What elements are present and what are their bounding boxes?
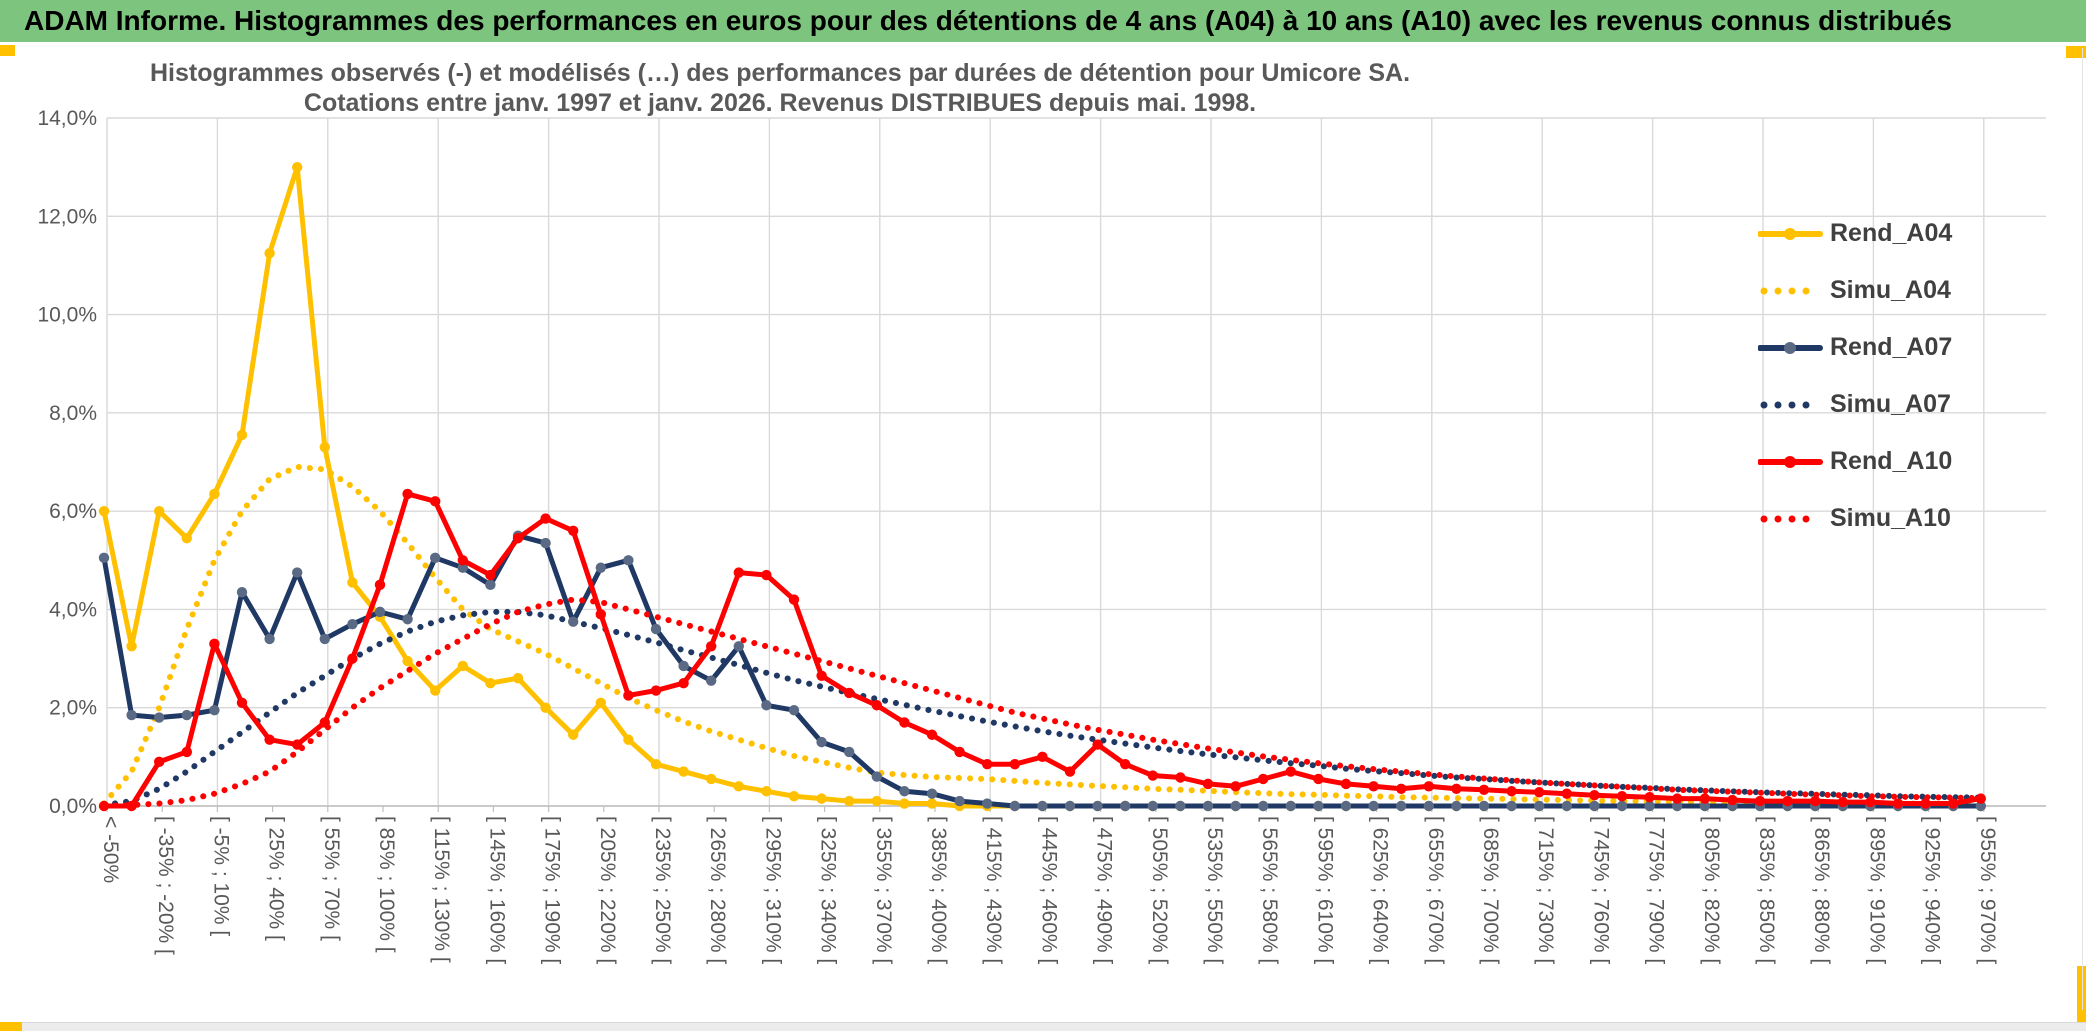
legend-item-rend-a04[interactable]: Rend_A04 — [1758, 205, 2058, 262]
legend-label: Rend_A10 — [1830, 447, 1953, 475]
legend-item-simu-a04[interactable]: Simu_A04 — [1758, 262, 2058, 319]
accent-bottom-right — [2077, 966, 2086, 1022]
svg-text:[ 535% ; 550% [: [ 535% ; 550% [ — [1203, 816, 1226, 964]
legend-swatch-solid — [1758, 227, 1823, 240]
chart-title: Histogrammes observés (-) et modélisés (… — [0, 58, 1560, 118]
svg-text:[ 505% ; 520% [: [ 505% ; 520% [ — [1148, 816, 1171, 964]
svg-text:10,0%: 10,0% — [37, 304, 97, 327]
svg-text:[ 175% ; 190% [: [ 175% ; 190% [ — [541, 816, 564, 964]
chart-title-line1: Histogrammes observés (-) et modélisés (… — [149, 59, 1411, 87]
chart-right-border — [2082, 48, 2083, 1010]
svg-text:6,0%: 6,0% — [49, 500, 97, 523]
svg-text:[ 265% ; 280% [: [ 265% ; 280% [ — [706, 816, 729, 964]
svg-text:2,0%: 2,0% — [49, 697, 97, 720]
svg-text:12,0%: 12,0% — [37, 205, 97, 228]
svg-text:[ 685% ; 700% [: [ 685% ; 700% [ — [1479, 816, 1502, 964]
svg-text:< -50%: < -50% — [99, 816, 122, 883]
svg-text:[ 475% ; 490% [: [ 475% ; 490% [ — [1093, 816, 1116, 964]
svg-text:[ -5% ; 10% [: [ -5% ; 10% [ — [209, 816, 232, 936]
svg-text:[ 385% ; 400% [: [ 385% ; 400% [ — [927, 816, 950, 964]
svg-text:[ 775% ; 790% [: [ 775% ; 790% [ — [1645, 816, 1668, 964]
svg-text:14,0%: 14,0% — [37, 107, 97, 130]
legend-swatch-dotted — [1760, 287, 1810, 294]
svg-text:[ 895% ; 910% [: [ 895% ; 910% [ — [1865, 816, 1888, 964]
legend-swatch-solid — [1758, 341, 1823, 354]
svg-text:[ 925% ; 940% [: [ 925% ; 940% [ — [1921, 816, 1944, 964]
accent-top-right — [2066, 46, 2086, 58]
legend-label: Rend_A04 — [1830, 219, 1953, 247]
svg-text:8,0%: 8,0% — [49, 402, 97, 425]
svg-text:[ 295% ; 310% [: [ 295% ; 310% [ — [761, 816, 784, 964]
app-title-bar: ADAM Informe. Histogrammes des performan… — [0, 0, 2086, 42]
svg-text:[ 355% ; 370% [: [ 355% ; 370% [ — [872, 816, 895, 964]
legend-label: Simu_A04 — [1830, 276, 1951, 304]
chart-title-line2: Cotations entre janv. 1997 et janv. 2026… — [303, 89, 1257, 117]
svg-text:[ 955% ; 970% [: [ 955% ; 970% [ — [1976, 816, 1999, 964]
legend-item-simu-a07[interactable]: Simu_A07 — [1758, 376, 2058, 433]
scrollbar-accent[interactable] — [0, 1022, 22, 1031]
page-title: ADAM Informe. Histogrammes des performan… — [24, 5, 1952, 36]
legend-swatch-dotted — [1760, 515, 1810, 522]
legend-item-simu-a10[interactable]: Simu_A10 — [1758, 490, 2058, 547]
svg-text:[ 655% ; 670% [: [ 655% ; 670% [ — [1424, 816, 1447, 964]
svg-text:[ 565% ; 580% [: [ 565% ; 580% [ — [1258, 816, 1281, 964]
svg-text:[ 715% ; 730% [: [ 715% ; 730% [ — [1534, 816, 1557, 964]
svg-text:[ 415% ; 430% [: [ 415% ; 430% [ — [982, 816, 1005, 964]
svg-text:[ 85% ; 100% [: [ 85% ; 100% [ — [375, 816, 398, 953]
svg-text:[ 325% ; 340% [: [ 325% ; 340% [ — [817, 816, 840, 964]
horizontal-scrollbar[interactable] — [0, 1022, 2086, 1031]
legend-item-rend-a07[interactable]: Rend_A07 — [1758, 319, 2058, 376]
svg-text:0,0%: 0,0% — [49, 795, 97, 818]
svg-text:[ 745% ; 760% [: [ 745% ; 760% [ — [1589, 816, 1612, 964]
svg-text:[ -35% ; -20% [: [ -35% ; -20% [ — [154, 816, 177, 955]
legend-item-rend-a10[interactable]: Rend_A10 — [1758, 433, 2058, 490]
svg-text:[ 835% ; 850% [: [ 835% ; 850% [ — [1755, 816, 1778, 964]
svg-text:[ 145% ; 160% [: [ 145% ; 160% [ — [485, 816, 508, 964]
svg-text:[ 625% ; 640% [: [ 625% ; 640% [ — [1369, 816, 1392, 964]
svg-text:[ 805% ; 820% [: [ 805% ; 820% [ — [1700, 816, 1723, 964]
legend-swatch-solid — [1758, 455, 1823, 468]
legend-label: Simu_A10 — [1830, 504, 1951, 532]
svg-text:[ 205% ; 220% [: [ 205% ; 220% [ — [596, 816, 619, 964]
svg-text:[ 55% ; 70% [: [ 55% ; 70% [ — [320, 816, 343, 941]
svg-text:[ 865% ; 880% [: [ 865% ; 880% [ — [1810, 816, 1833, 964]
svg-text:[ 595% ; 610% [: [ 595% ; 610% [ — [1313, 816, 1336, 964]
svg-text:[ 445% ; 460% [: [ 445% ; 460% [ — [1037, 816, 1060, 964]
svg-text:[ 25% ; 40% [: [ 25% ; 40% [ — [265, 816, 288, 941]
svg-text:4,0%: 4,0% — [49, 598, 97, 621]
legend: Rend_A04 Simu_A04 Rend_A07 Simu_A07 Rend… — [1758, 205, 2058, 547]
legend-swatch-dotted — [1760, 401, 1810, 408]
legend-label: Simu_A07 — [1830, 390, 1951, 418]
svg-text:[ 235% ; 250% [: [ 235% ; 250% [ — [651, 816, 674, 964]
accent-top-left — [0, 45, 15, 56]
legend-label: Rend_A07 — [1830, 333, 1953, 361]
svg-text:[ 115% ; 130% [: [ 115% ; 130% [ — [430, 816, 453, 963]
